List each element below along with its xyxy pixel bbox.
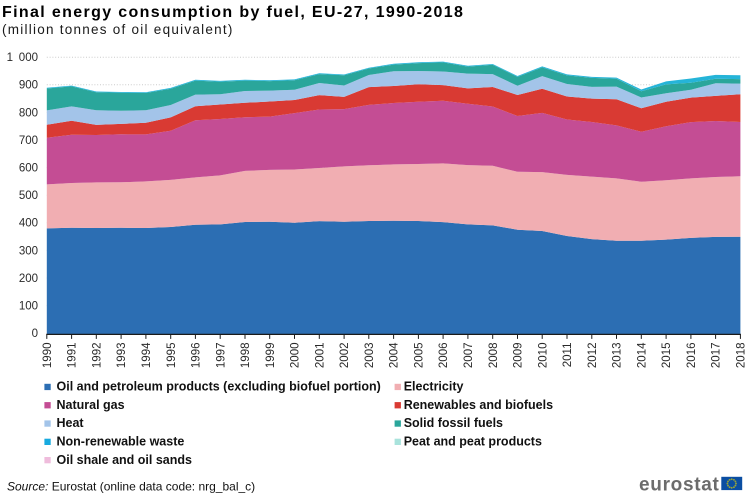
svg-text:2013: 2013 — [612, 343, 624, 369]
svg-text:Peat and peat products: Peat and peat products — [404, 435, 542, 449]
svg-text:1995: 1995 — [166, 343, 178, 369]
svg-text:1993: 1993 — [116, 343, 128, 369]
svg-text:1997: 1997 — [215, 343, 227, 369]
svg-text:1 000: 1 000 — [7, 52, 38, 64]
svg-text:1996: 1996 — [191, 343, 203, 369]
svg-text:2002: 2002 — [339, 343, 351, 369]
svg-text:900: 900 — [19, 80, 38, 92]
svg-text:1998: 1998 — [240, 343, 252, 369]
svg-text:2005: 2005 — [414, 343, 426, 369]
svg-text:2009: 2009 — [513, 343, 525, 369]
svg-text:Natural gas: Natural gas — [57, 398, 125, 412]
svg-text:2001: 2001 — [314, 343, 326, 369]
svg-text:1999: 1999 — [265, 343, 277, 369]
svg-text:2012: 2012 — [587, 343, 599, 369]
svg-text:Renewables and biofuels: Renewables and biofuels — [404, 398, 553, 412]
svg-text:2016: 2016 — [686, 343, 698, 369]
svg-text:700: 700 — [19, 135, 38, 147]
svg-text:Final energy consumption by fu: Final energy consumption by fuel, EU-27,… — [2, 4, 464, 21]
svg-text:(million tonnes of oil equival: (million tonnes of oil equivalent) — [2, 22, 234, 37]
svg-text:800: 800 — [19, 107, 38, 119]
svg-text:300: 300 — [19, 245, 38, 257]
svg-text:400: 400 — [19, 218, 38, 230]
svg-text:Oil shale and oil sands: Oil shale and oil sands — [57, 453, 193, 467]
svg-text:2008: 2008 — [488, 343, 500, 369]
svg-text:2007: 2007 — [463, 343, 475, 369]
svg-text:1994: 1994 — [141, 342, 153, 368]
svg-text:2004: 2004 — [389, 342, 401, 368]
svg-text:Electricity: Electricity — [404, 380, 464, 394]
svg-text:Non-renewable waste: Non-renewable waste — [57, 435, 185, 449]
svg-text:Oil and petroleum products (ex: Oil and petroleum products (excluding bi… — [57, 380, 381, 394]
svg-text:0: 0 — [32, 328, 38, 340]
svg-text:2010: 2010 — [537, 343, 549, 369]
svg-text:2003: 2003 — [364, 343, 376, 369]
svg-text:2018: 2018 — [736, 343, 748, 369]
svg-text:100: 100 — [19, 301, 38, 313]
svg-text:Source: Eurostat (online data: Source: Eurostat (online data code: nrg_… — [7, 480, 255, 494]
svg-text:1991: 1991 — [67, 343, 79, 369]
svg-text:500: 500 — [19, 190, 38, 202]
svg-text:Heat: Heat — [57, 416, 85, 430]
svg-text:600: 600 — [19, 163, 38, 175]
svg-text:200: 200 — [19, 273, 38, 285]
svg-text:eurostat: eurostat — [639, 475, 720, 496]
svg-text:1992: 1992 — [91, 343, 103, 369]
svg-text:2011: 2011 — [562, 343, 574, 368]
svg-text:2006: 2006 — [438, 343, 450, 369]
svg-text:1990: 1990 — [42, 343, 54, 369]
svg-text:2000: 2000 — [290, 343, 302, 369]
svg-text:2014: 2014 — [636, 342, 648, 368]
svg-text:Solid fossil fuels: Solid fossil fuels — [404, 416, 503, 430]
svg-text:2017: 2017 — [711, 343, 723, 369]
svg-text:2015: 2015 — [661, 343, 673, 369]
